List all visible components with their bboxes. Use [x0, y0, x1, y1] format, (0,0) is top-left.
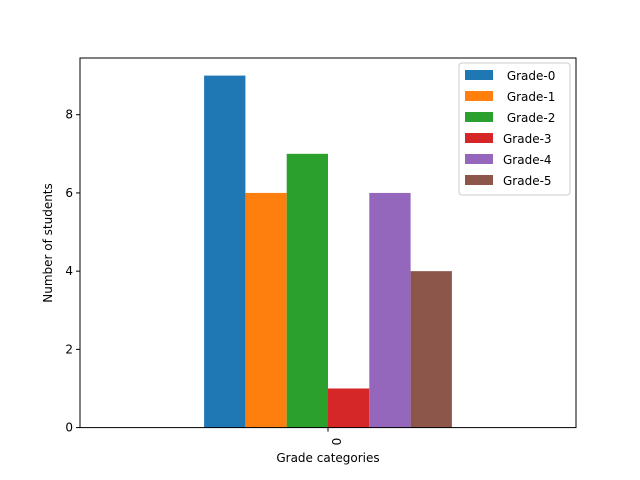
x-axis-ticks: 0	[327, 427, 343, 446]
bar-grade-0	[204, 75, 246, 428]
legend-label: Grade-4	[503, 153, 552, 167]
y-tick-label: 6	[65, 186, 73, 200]
y-tick-label: 0	[65, 421, 73, 435]
bar-grade-2	[286, 153, 328, 428]
bar-grade-5	[410, 271, 452, 428]
bar-grade-1	[245, 192, 287, 428]
bar-grade-4	[369, 192, 411, 428]
legend-swatch	[465, 154, 493, 164]
plot-frame	[79, 57, 577, 429]
y-tick-label: 8	[65, 108, 73, 122]
legend-swatch	[465, 112, 493, 122]
y-tick-label: 4	[65, 264, 73, 278]
legend-label: Grade-0	[503, 69, 555, 83]
legend-label: Grade-1	[503, 90, 555, 104]
y-axis-ticks: 0 2 4 6 8	[65, 108, 80, 435]
legend-swatch	[465, 175, 493, 185]
bar-grade-3	[328, 388, 370, 428]
y-tick-label: 2	[65, 342, 73, 356]
x-tick-label: 0	[329, 438, 343, 446]
legend-label: Grade-3	[503, 132, 552, 146]
legend-swatch	[465, 133, 493, 143]
y-axis-label: Number of students	[41, 183, 55, 303]
x-axis-label: Grade categories	[276, 451, 379, 465]
legend: Grade-0 Grade-1 Grade-2 Grade-3 Grade-4 Gra…	[458, 62, 571, 196]
legend-label: Grade-2	[503, 111, 555, 125]
bars-group	[204, 75, 452, 428]
legend-label: Grade-5	[503, 174, 552, 188]
legend-swatch	[465, 91, 493, 101]
legend-swatch	[465, 70, 493, 80]
